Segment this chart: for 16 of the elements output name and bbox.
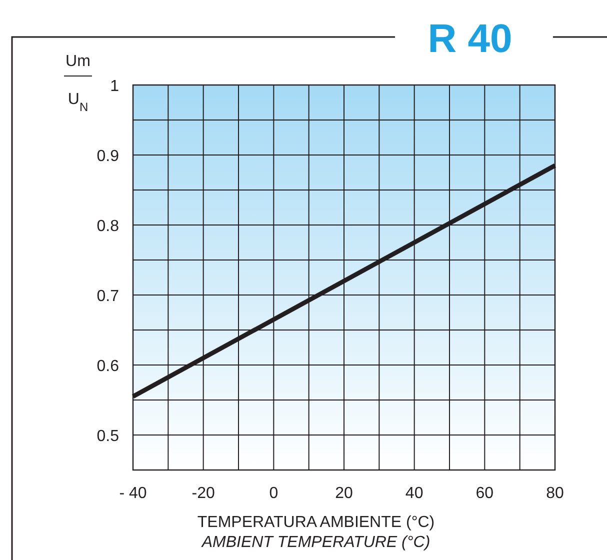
text: Um U$_{N}$ <box>66 53 90 114</box>
y-tick-label: 0.8 <box>96 218 120 235</box>
y-tick-label: 0.7 <box>96 288 120 305</box>
y-tick-label: 0.6 <box>96 358 120 375</box>
x-tick-label: 20 <box>335 485 353 502</box>
y-tick-label: 0.9 <box>96 148 120 165</box>
y-tick-label: 1 <box>110 78 120 95</box>
x-tick-label: 0 <box>269 485 278 502</box>
x-axis-title: TEMPERATURA AMBIENTE (°C) AMBIENT TEMPERATURE (°C) <box>197 514 435 551</box>
x-tick-label: 80 <box>546 485 564 502</box>
y-tick-label: 0.5 <box>96 428 120 445</box>
x-tick-label: -20 <box>192 485 215 502</box>
chart-title: R 40 <box>428 17 512 61</box>
x-tick-label: 60 <box>476 485 494 502</box>
x-tick-label: 40 <box>405 485 424 502</box>
x-tick-label: - 40 <box>119 485 147 502</box>
